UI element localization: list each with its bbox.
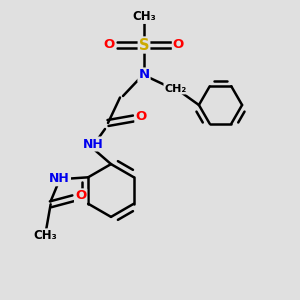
Text: O: O	[104, 38, 115, 52]
Text: CH₂: CH₂	[164, 83, 187, 94]
Text: CH₃: CH₃	[33, 229, 57, 242]
Text: O: O	[135, 110, 147, 124]
Text: CH₃: CH₃	[132, 10, 156, 23]
Text: N: N	[138, 68, 150, 82]
Text: O: O	[173, 38, 184, 52]
Text: NH: NH	[82, 137, 103, 151]
Text: S: S	[139, 38, 149, 52]
Text: O: O	[75, 189, 86, 203]
Text: NH: NH	[49, 172, 70, 185]
